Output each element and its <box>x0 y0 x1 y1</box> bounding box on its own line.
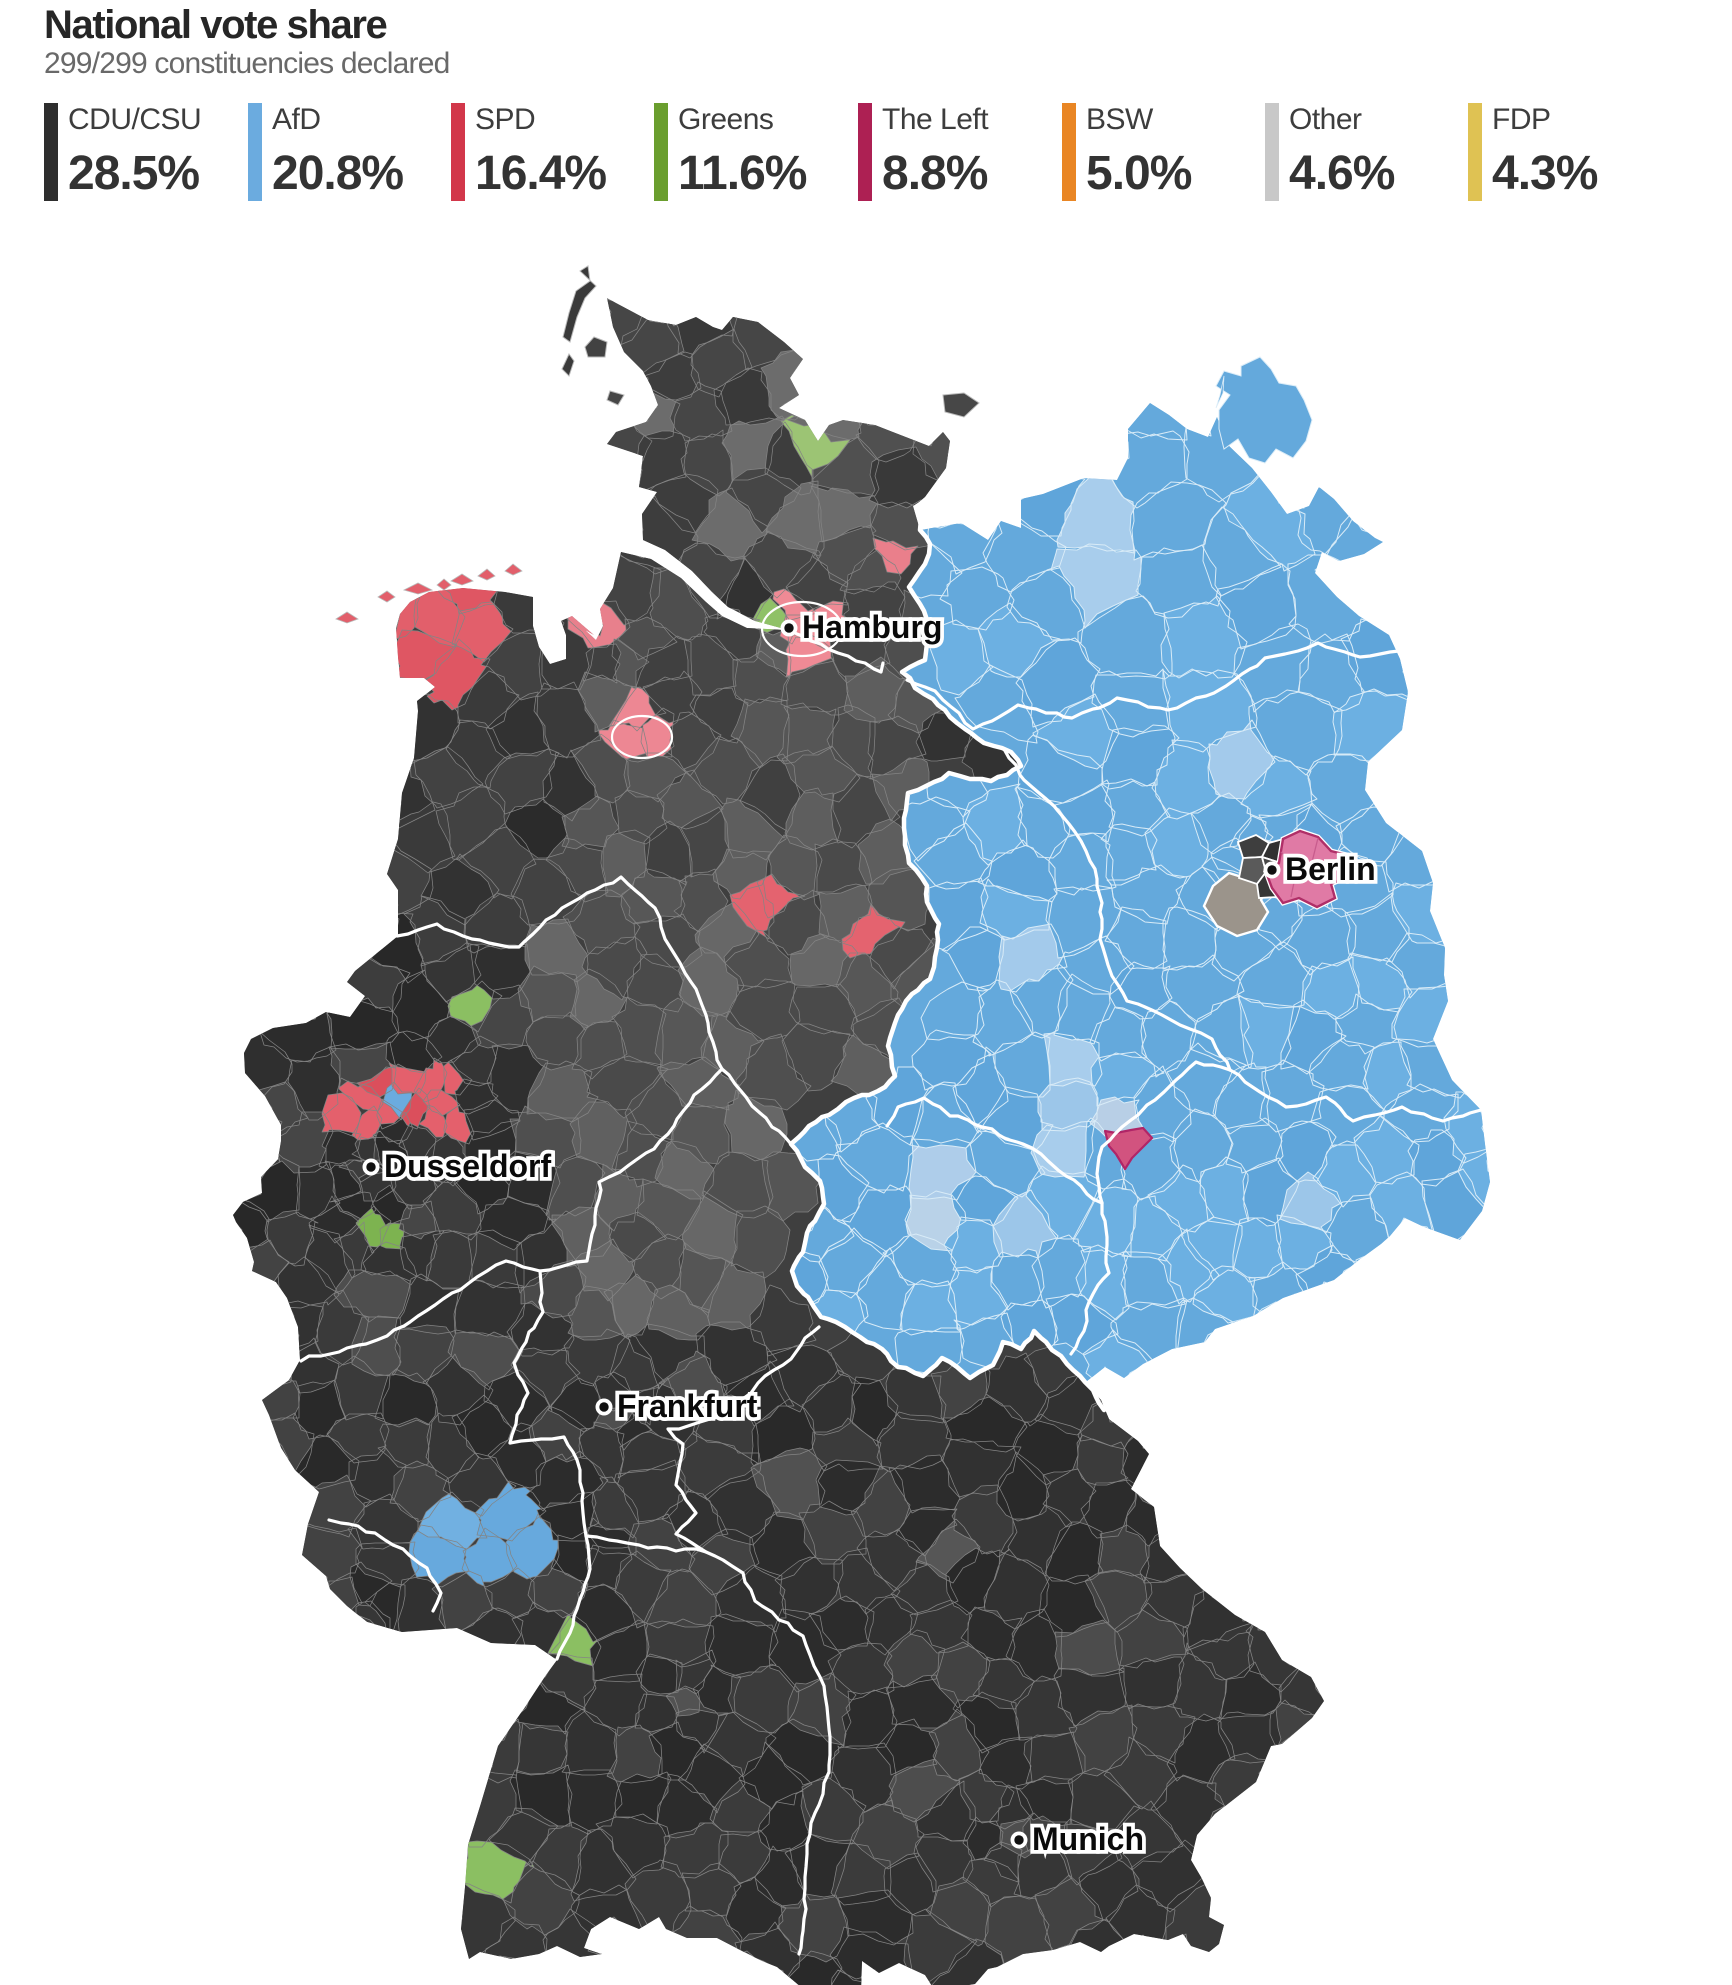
svg-text:Dusseldorf: Dusseldorf <box>384 1148 551 1184</box>
svg-text:Munich: Munich <box>1032 1821 1144 1857</box>
svg-text:Berlin: Berlin <box>1285 851 1376 887</box>
svg-text:Hamburg: Hamburg <box>802 609 942 645</box>
svg-text:Frankfurt: Frankfurt <box>617 1388 758 1424</box>
